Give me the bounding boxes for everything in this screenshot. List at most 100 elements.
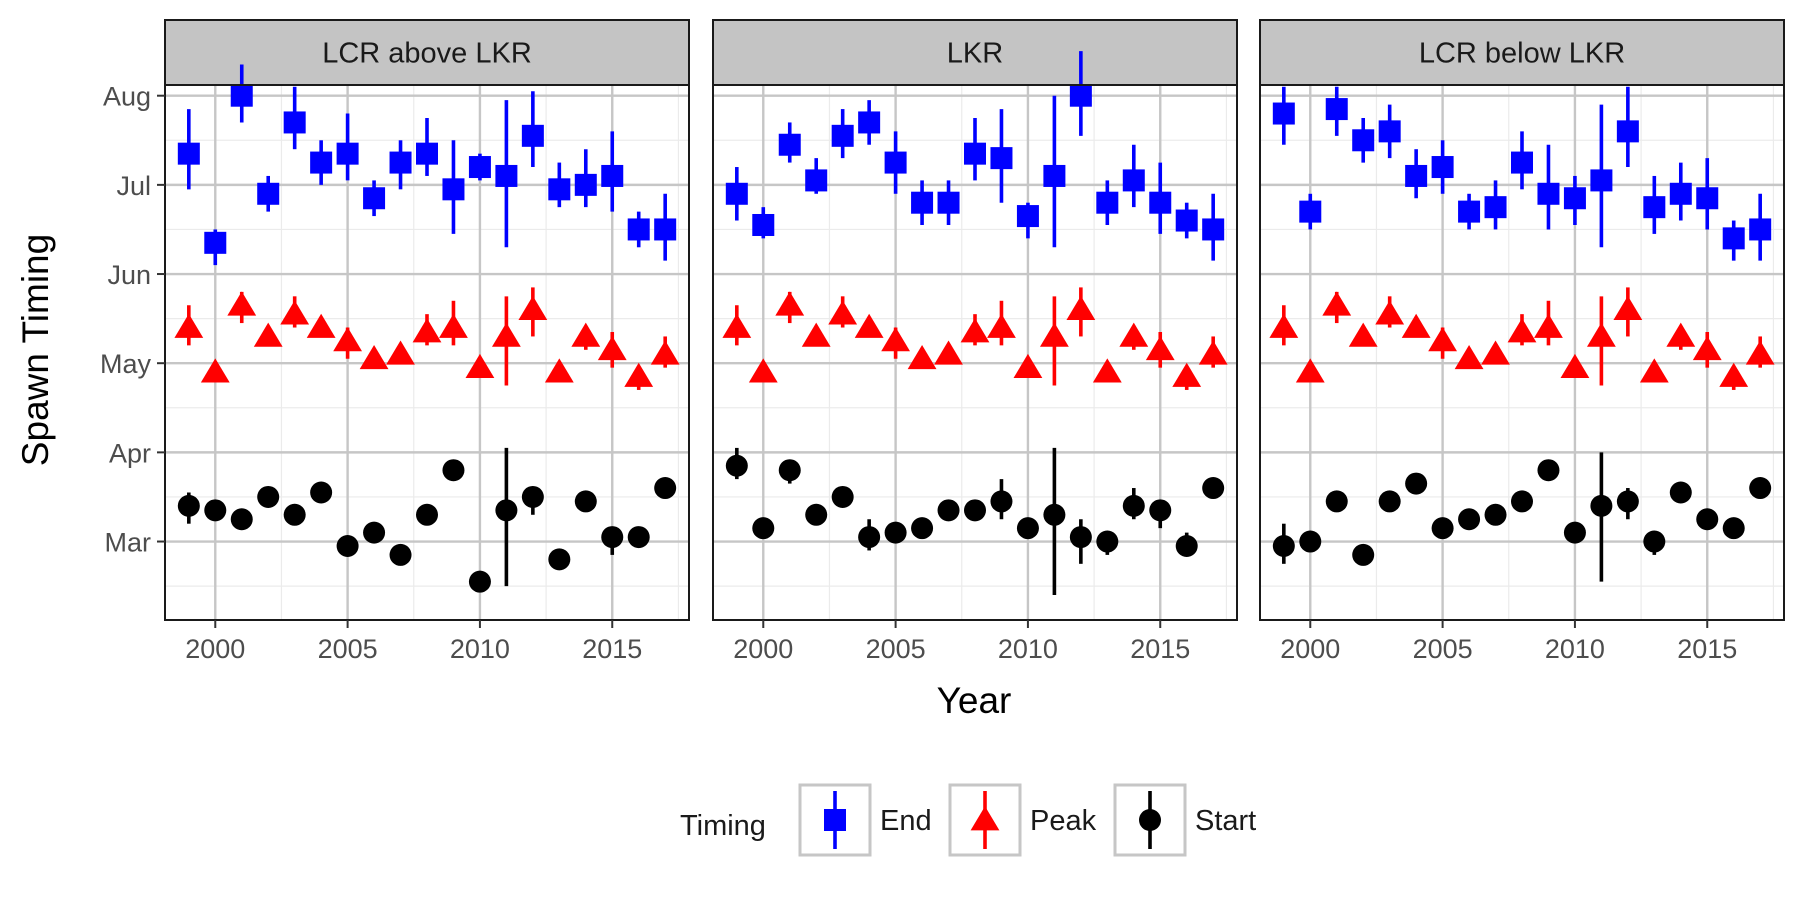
data-point xyxy=(1375,300,1405,325)
x-tick-label: 2015 xyxy=(1677,634,1737,664)
data-point xyxy=(544,358,574,383)
data-point xyxy=(627,526,650,549)
data-point xyxy=(389,543,412,566)
data-point xyxy=(1431,156,1454,179)
series-end xyxy=(177,64,677,266)
data-point xyxy=(468,156,491,179)
data-point xyxy=(1484,503,1507,526)
data-point xyxy=(1348,322,1378,347)
data-point xyxy=(310,481,333,504)
data-point xyxy=(416,142,438,165)
data-point xyxy=(1534,313,1563,338)
data-point xyxy=(386,340,415,365)
data-point xyxy=(1458,508,1481,531)
facet-strip-label: LCR above LKR xyxy=(322,38,532,70)
x-tick-label: 2005 xyxy=(318,634,378,664)
y-tick-label: Apr xyxy=(109,438,151,468)
data-point xyxy=(752,213,775,236)
data-point xyxy=(1666,322,1696,347)
data-point xyxy=(1590,169,1613,192)
data-point xyxy=(960,318,990,343)
data-point xyxy=(624,362,654,387)
data-layer xyxy=(1269,86,1775,582)
data-point xyxy=(725,182,748,205)
facet-panel: LCR above LKR xyxy=(164,19,690,621)
data-point xyxy=(1692,336,1722,361)
data-point xyxy=(911,191,934,214)
data-point xyxy=(200,358,230,383)
data-point xyxy=(1639,358,1669,383)
data-point xyxy=(964,499,986,522)
data-point xyxy=(574,173,597,196)
y-tick-label: Mar xyxy=(105,528,152,558)
series-start xyxy=(725,447,1225,596)
data-point xyxy=(1096,530,1119,553)
data-point xyxy=(1481,340,1510,365)
data-point xyxy=(1458,200,1481,223)
data-point xyxy=(934,340,963,365)
data-point xyxy=(654,218,677,241)
x-tick-label: 2010 xyxy=(1545,634,1605,664)
data-point xyxy=(801,322,831,347)
x-tick-label: 2010 xyxy=(450,634,510,664)
series-start xyxy=(177,447,677,593)
legend-key-marker xyxy=(824,809,846,831)
data-point xyxy=(1202,477,1225,500)
data-point xyxy=(1745,340,1775,365)
data-point xyxy=(1175,209,1198,232)
data-point xyxy=(778,459,801,482)
data-point xyxy=(778,133,801,156)
data-point xyxy=(230,84,253,107)
facet-strip xyxy=(164,19,690,86)
x-tick-label: 2000 xyxy=(733,634,793,664)
x-tick-label: 2005 xyxy=(866,634,926,664)
data-point xyxy=(1016,205,1039,228)
data-point xyxy=(1401,313,1431,338)
data-point xyxy=(1069,84,1092,107)
data-point xyxy=(518,295,548,321)
data-point xyxy=(1586,322,1616,347)
data-point xyxy=(627,218,650,241)
data-point xyxy=(1643,196,1666,219)
panel-border xyxy=(1259,84,1785,621)
data-layer xyxy=(174,64,680,593)
data-point xyxy=(831,485,854,508)
data-point xyxy=(412,318,442,343)
series-peak xyxy=(1269,287,1775,390)
data-point xyxy=(911,517,934,540)
data-point xyxy=(1537,182,1560,205)
data-point xyxy=(1352,543,1375,566)
data-point xyxy=(363,187,386,210)
data-point xyxy=(204,499,227,522)
data-point xyxy=(389,151,412,174)
data-point xyxy=(571,322,601,347)
data-point xyxy=(1149,191,1172,214)
data-point xyxy=(1560,353,1590,379)
data-point xyxy=(1484,196,1507,219)
data-point xyxy=(495,499,518,522)
data-point xyxy=(884,151,907,174)
data-point xyxy=(1069,526,1092,549)
data-point xyxy=(1590,494,1613,517)
data-point xyxy=(805,503,828,526)
data-point xyxy=(1352,129,1375,152)
data-point xyxy=(1202,218,1225,241)
data-point xyxy=(1043,503,1066,526)
data-point xyxy=(1325,98,1348,121)
data-point xyxy=(1325,490,1348,513)
data-point xyxy=(1431,517,1454,540)
legend-item-end: End xyxy=(798,783,932,857)
data-point xyxy=(230,508,253,531)
data-point xyxy=(650,340,680,365)
data-point xyxy=(884,521,907,544)
data-point xyxy=(257,485,280,508)
data-point xyxy=(1066,295,1096,321)
data-point xyxy=(257,182,280,205)
data-point xyxy=(1749,477,1772,500)
legend-key-marker xyxy=(970,806,1000,831)
facet-panel: LCR below LKR xyxy=(1259,19,1785,621)
data-point xyxy=(1295,358,1325,383)
series-end xyxy=(1272,86,1772,261)
data-point xyxy=(748,358,778,383)
data-point xyxy=(1272,102,1295,125)
